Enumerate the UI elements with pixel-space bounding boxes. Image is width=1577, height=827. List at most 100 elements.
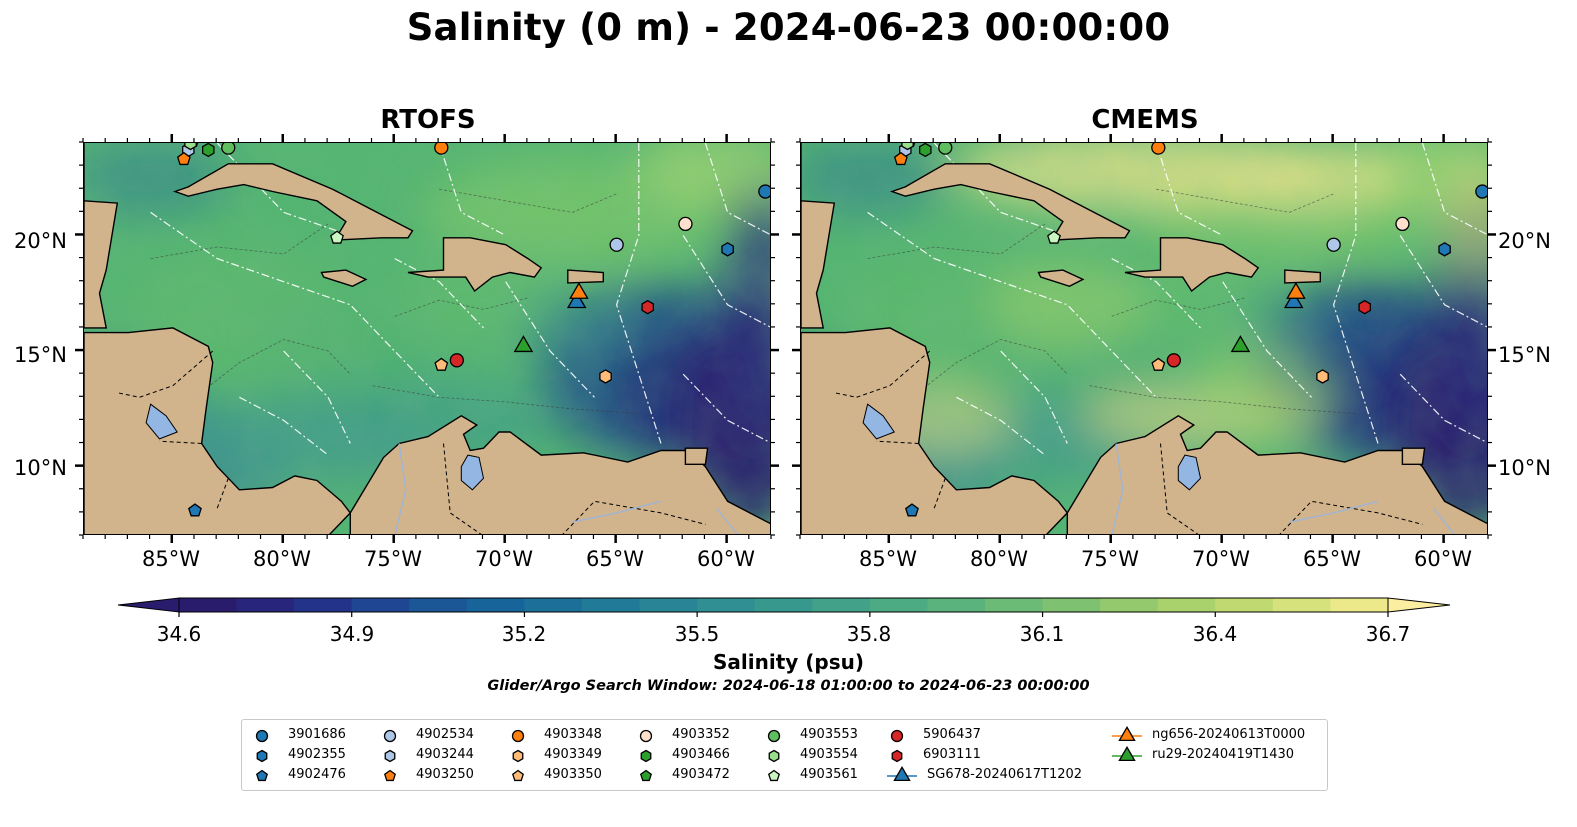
lon-tick-label: 70°W	[475, 547, 533, 571]
lake	[862, 403, 895, 440]
observation-marker	[1230, 335, 1251, 353]
observation-marker	[449, 353, 465, 368]
land-jamaica	[320, 269, 368, 288]
legend-item: 4902534	[380, 725, 505, 745]
legend-item: 4903244	[380, 745, 505, 765]
legend-item: ru29-20240419T1430	[1112, 745, 1322, 765]
lon-tick-label: 60°W	[1414, 547, 1472, 571]
legend-label: 4903350	[544, 767, 602, 782]
legend-marker	[768, 749, 780, 763]
observation-marker	[566, 291, 587, 309]
legend-item: SG678-20240617T1202	[887, 765, 1097, 785]
eez-boundary	[682, 373, 770, 444]
legend-marker	[255, 729, 269, 743]
lake	[1177, 454, 1202, 491]
bathymetry-contour	[150, 223, 329, 259]
legend-label: 4902534	[416, 727, 474, 742]
salinity-field	[801, 143, 1487, 534]
colorbar-segment	[927, 598, 986, 612]
salinity-field	[84, 143, 770, 534]
lat-tick-label: 15°N	[1498, 343, 1551, 367]
legend-marker	[891, 749, 903, 763]
country-border	[216, 478, 229, 509]
legend-swatch	[256, 769, 268, 782]
country-border	[933, 478, 946, 509]
colorbar-segment	[697, 598, 756, 612]
legend-marker	[384, 749, 396, 763]
colorbar-segment	[1157, 598, 1216, 612]
eez-boundary	[1222, 281, 1312, 398]
legend-item: 4903553	[764, 725, 889, 745]
land-cuba	[889, 163, 1131, 241]
country-border	[443, 443, 482, 534]
bathymetry-contour	[867, 223, 1046, 259]
colorbar-tick-label: 36.4	[1192, 622, 1238, 646]
legend-item: 4903348	[508, 725, 633, 745]
legend-label: 4903348	[544, 727, 602, 742]
observation-marker	[641, 299, 654, 315]
legend-label: 4902476	[288, 767, 346, 782]
country-border	[834, 350, 931, 398]
legend-marker	[640, 749, 652, 763]
colorbar-segment	[409, 598, 468, 612]
legend-item: 4902476	[252, 765, 377, 785]
legend-label: 4902355	[288, 747, 346, 762]
lon-tick-label: 80°W	[970, 547, 1028, 571]
observation-marker	[1151, 143, 1166, 155]
observation-marker	[1047, 230, 1061, 244]
observation-marker	[1438, 242, 1451, 257]
colorbar-segment	[1330, 598, 1389, 612]
eez-boundary	[1111, 258, 1201, 329]
observation-marker	[1286, 281, 1306, 299]
legend-item: 4903472	[636, 765, 761, 785]
legend-marker	[1118, 745, 1136, 762]
observation-marker	[678, 216, 693, 232]
land-puertoRico	[1284, 269, 1321, 284]
lake	[460, 454, 485, 491]
bathymetry-contour	[1111, 297, 1246, 317]
legend-swatch	[890, 729, 904, 743]
country-border	[1160, 443, 1199, 534]
observation-marker	[1283, 291, 1304, 309]
colorbar-tick-label: 35.2	[501, 622, 547, 646]
colorbar-segment	[294, 598, 353, 612]
map-panel-cmems	[800, 142, 1488, 535]
lat-tick-label: 15°N	[14, 343, 67, 367]
legend-label: SG678-20240617T1202	[927, 767, 1083, 782]
bathymetry-contour	[394, 297, 529, 317]
lat-tick-label: 10°N	[1498, 456, 1551, 480]
legend-marker	[890, 729, 904, 743]
legend-swatch	[512, 769, 524, 782]
river	[394, 443, 407, 534]
colorbar-segment	[466, 598, 525, 612]
observation-marker	[938, 143, 953, 155]
land-southAmerica	[349, 414, 770, 534]
legend-item: 4903250	[380, 765, 505, 785]
land-cuba	[172, 163, 414, 241]
eez-boundary	[150, 211, 440, 398]
legend-label: 4903561	[800, 767, 858, 782]
lon-tick-label: 85°W	[142, 547, 200, 571]
river	[1111, 443, 1124, 534]
bathymetry-contour	[1089, 385, 1356, 414]
legend-swatch	[512, 749, 524, 763]
bathymetry-contour	[439, 188, 617, 213]
land-southAmerica	[1066, 414, 1487, 534]
land-hispaniola	[1124, 237, 1260, 293]
observation-marker	[905, 503, 919, 517]
legend-item: 4903466	[636, 745, 761, 765]
bathymetry-contour	[911, 339, 1068, 398]
legend-label: 4903250	[416, 767, 474, 782]
legend-swatch	[768, 749, 780, 763]
lon-tick-label: 60°W	[697, 547, 755, 571]
legend-marker	[383, 729, 397, 743]
legend-marker	[893, 765, 911, 782]
colorbar-extend-high	[1387, 597, 1451, 613]
colorbar-segment	[754, 598, 813, 612]
legend-item: 5906437	[887, 725, 1012, 745]
observation-marker	[758, 184, 770, 199]
river	[715, 507, 738, 534]
legend-swatch	[640, 769, 652, 782]
colorbar-tick-label: 34.6	[156, 622, 202, 646]
legend-swatch	[384, 749, 396, 763]
